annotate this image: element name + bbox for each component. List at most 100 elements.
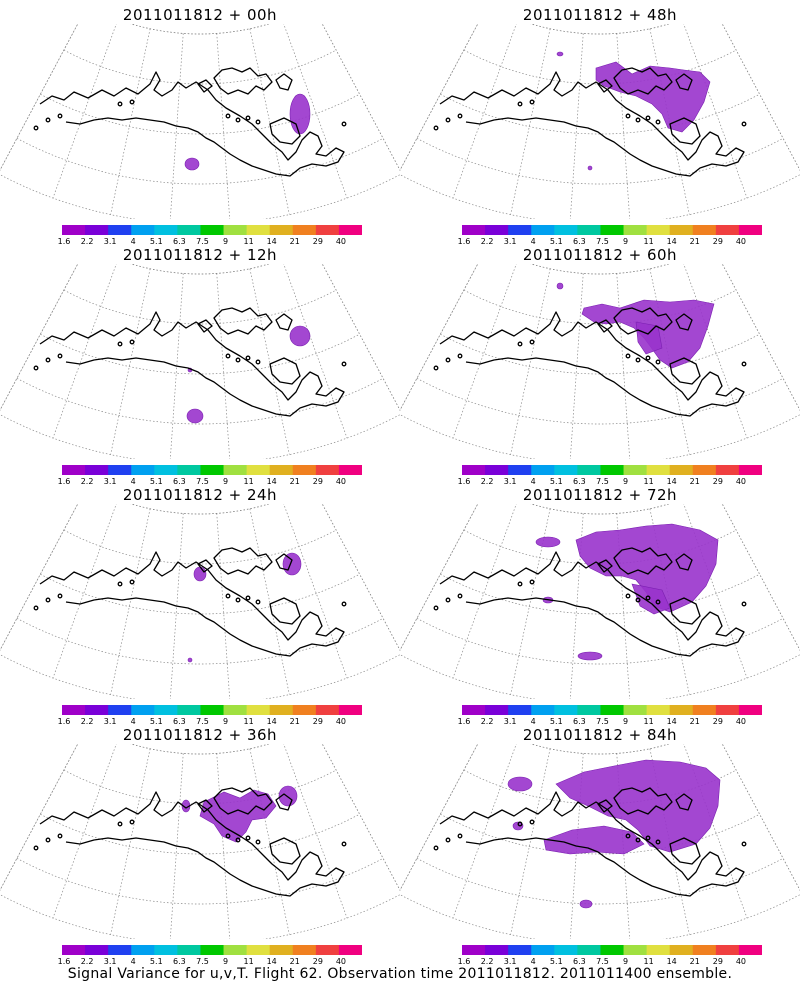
arctic-islands — [197, 67, 293, 95]
colorbar-swatch — [131, 705, 155, 715]
small-island — [517, 101, 523, 107]
colorbar-swatch — [200, 465, 225, 475]
parallel-line — [40, 333, 360, 375]
small-island — [341, 841, 347, 847]
small-island — [517, 341, 523, 347]
colorbar-swatch — [154, 945, 178, 955]
colorbar-tick-label: 9 — [222, 477, 229, 486]
colorbar-swatch — [200, 945, 225, 955]
colorbar-tick-label: 11 — [243, 237, 254, 246]
signal-variance-area — [181, 785, 298, 843]
colorbar-tick-label: 9 — [622, 477, 629, 486]
polar-map — [400, 744, 800, 939]
meridian-line — [52, 744, 117, 919]
forecast-panel: 2011011812 + 24h 1.6 2.2 3.1 4 5.1 6.3 7.5 9 11 14… — [0, 482, 400, 727]
parallel-line — [16, 378, 384, 425]
colorbar-tick-label: 21 — [689, 717, 700, 726]
small-island — [645, 115, 651, 121]
colorbar-tick-label: 1.6 — [57, 477, 71, 486]
colorbar-swatch — [462, 225, 486, 235]
small-island — [433, 365, 439, 371]
colorbar-tick-label: 40 — [735, 237, 747, 246]
colorbar-labels: 1.6 2.2 3.1 4 5.1 6.3 7.5 9 11 14 21 29 40 — [458, 957, 762, 969]
meridian-line — [616, 33, 631, 219]
small-island — [625, 593, 631, 599]
map-boundary — [0, 504, 400, 699]
small-island — [457, 593, 463, 599]
colorbar-swatch — [462, 465, 486, 475]
small-island — [635, 117, 641, 123]
small-island — [529, 579, 535, 585]
small-island — [457, 353, 463, 359]
coastline — [433, 547, 747, 657]
colorbar-swatch — [269, 705, 294, 715]
polar-map — [400, 504, 800, 699]
parallel-line — [40, 93, 360, 135]
panel-title: 2011011812 + 36h — [122, 726, 278, 744]
small-island — [445, 597, 451, 603]
signal-blob — [186, 408, 204, 424]
meridian-line — [110, 508, 151, 695]
small-island — [235, 357, 241, 363]
signal-variance-area — [507, 759, 721, 909]
forecast-panel: 2011011812 + 72h 1.6 2.2 3.1 4 5.1 6.3 7.5 9 11 14… — [400, 482, 800, 727]
colorbar-swatch — [692, 225, 717, 235]
forecast-panel: 2011011812 + 00h 1.6 2.2 3.1 4 5.1 6.3 7.5 9 11 14… — [0, 2, 400, 247]
colorbar-tick-label: 2.2 — [80, 477, 94, 486]
coastline — [433, 67, 747, 177]
panel-title: 2011011812 + 48h — [522, 6, 678, 24]
colorbar-swatch — [131, 465, 155, 475]
colorbar-tick-label: 3.1 — [103, 237, 117, 246]
colorbar-tick-label: 2.2 — [80, 957, 94, 966]
colorbar-swatch — [85, 945, 109, 955]
colorbar-tick-label: 2.2 — [80, 717, 94, 726]
colorbar-swatch — [62, 705, 86, 715]
colorbar-labels: 1.6 2.2 3.1 4 5.1 6.3 7.5 9 11 14 21 29 40 — [58, 477, 362, 489]
colorbar-tick-label: 6.3 — [573, 717, 586, 726]
polar-map — [400, 264, 800, 459]
parallel-line — [63, 289, 337, 325]
colorbar-swatch — [485, 465, 509, 475]
parallel-line — [440, 333, 760, 375]
small-island — [445, 837, 451, 843]
small-island — [33, 125, 39, 131]
polar-map — [0, 744, 400, 939]
coastline — [33, 67, 347, 177]
meridian-line — [110, 748, 151, 935]
colorbar-tick-label: 4 — [130, 237, 136, 246]
colorbar-tick-label: 7.5 — [196, 237, 209, 246]
colorbar-tick-label: 9 — [622, 717, 629, 726]
small-island — [255, 839, 261, 845]
colorbar-tick-label: 9 — [222, 237, 229, 246]
small-island — [129, 99, 135, 105]
meridian-line — [400, 24, 479, 171]
meridian-line — [249, 28, 290, 215]
parallel-line — [63, 769, 337, 805]
meridian-line — [169, 513, 184, 699]
signal-blob — [187, 657, 193, 663]
arctic-islands — [597, 787, 693, 815]
colorbar-tick-label: 9 — [222, 717, 229, 726]
panel-title: 2011011812 + 84h — [522, 726, 678, 744]
meridian-line — [452, 504, 517, 679]
small-island — [33, 605, 39, 611]
meridian-line — [249, 748, 290, 935]
colorbar-swatch — [154, 465, 178, 475]
colorbar-tick-label: 29 — [312, 957, 323, 966]
colorbar-tick-label: 11 — [243, 477, 254, 486]
colorbar-swatch — [715, 465, 740, 475]
small-island — [117, 821, 123, 827]
colorbar — [62, 465, 362, 475]
parallel-line — [63, 49, 337, 85]
signal-blob — [587, 165, 593, 171]
small-island — [655, 599, 661, 605]
meridian-line — [110, 28, 151, 215]
colorbar-swatch — [246, 945, 271, 955]
small-island — [741, 601, 747, 607]
mainland-coast — [439, 551, 745, 657]
colorbar-swatch — [715, 945, 740, 955]
colorbar-tick-label: 7.5 — [196, 477, 209, 486]
meridian-line — [510, 748, 551, 935]
meridian-line — [510, 268, 551, 455]
parallel-line — [63, 529, 337, 565]
